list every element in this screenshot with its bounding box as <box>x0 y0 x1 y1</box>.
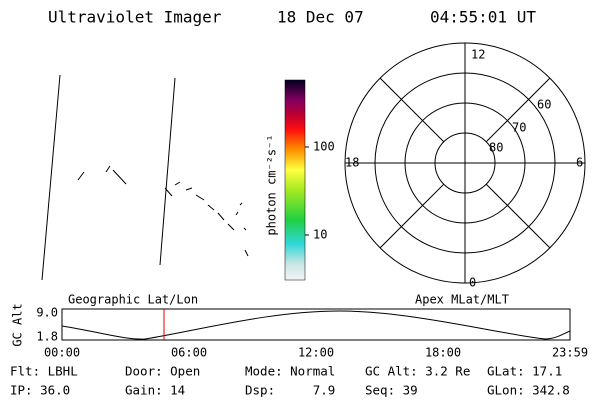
orbit-x-tick: 18:00 <box>425 346 461 360</box>
orbit-y-tick: 1.8 <box>36 330 58 344</box>
orbit-x-tick: 00:00 <box>44 346 80 360</box>
colorbar-tick-label: 100 <box>313 140 335 154</box>
status-field: GC Alt: 3.2 Re <box>365 364 470 379</box>
orbit-left-title: Geographic Lat/Lon <box>68 293 198 307</box>
lat-label: 70 <box>512 121 526 135</box>
mlt-label: 18 <box>345 156 359 170</box>
orbit-x-tick: 23:59 <box>552 346 588 360</box>
status-field: Seq: 39 <box>365 383 418 398</box>
colorbar-label: photon cm⁻²s⁻¹ <box>265 134 279 235</box>
orbit-x-tick: 06:00 <box>171 346 207 360</box>
lat-label: 60 <box>537 98 551 112</box>
status-field: Door: Open <box>125 364 200 379</box>
status-field: Mode: Normal <box>245 364 335 379</box>
time: 04:55:01 UT <box>430 8 536 27</box>
image-area <box>41 74 249 281</box>
lat-label: 80 <box>489 141 503 155</box>
orbit-frame <box>61 308 571 341</box>
status-field: Gain: 14 <box>125 383 185 398</box>
status-field: GLat: 17.1 <box>487 364 562 379</box>
orbit-x-tick: 12:00 <box>298 346 334 360</box>
status-field: GLon: 342.8 <box>487 383 570 398</box>
colorbar <box>284 79 306 281</box>
orbit-curve <box>61 310 571 340</box>
mlt-label: 6 <box>576 156 583 170</box>
orbit-y-label: GC Alt <box>11 303 25 346</box>
title: Ultraviolet Imager <box>48 8 222 27</box>
mlt-label: 0 <box>469 276 476 290</box>
status-field: Flt: LBHL <box>10 364 78 379</box>
orbit-y-tick: 9.0 <box>36 306 58 320</box>
status-panel: Flt: LBHL Door: Open Mode: Normal GC Alt: 3… <box>10 364 570 398</box>
status-field: IP: 36.0 <box>10 383 70 398</box>
orbit-right-title: Apex MLat/MLT <box>415 293 509 307</box>
colorbar-tick-label: 10 <box>313 228 327 242</box>
status-field: Dsp: 7.9 <box>245 383 335 398</box>
mlt-label: 12 <box>471 48 485 62</box>
polar-grid <box>344 42 586 284</box>
date: 18 Dec 07 <box>277 8 364 27</box>
